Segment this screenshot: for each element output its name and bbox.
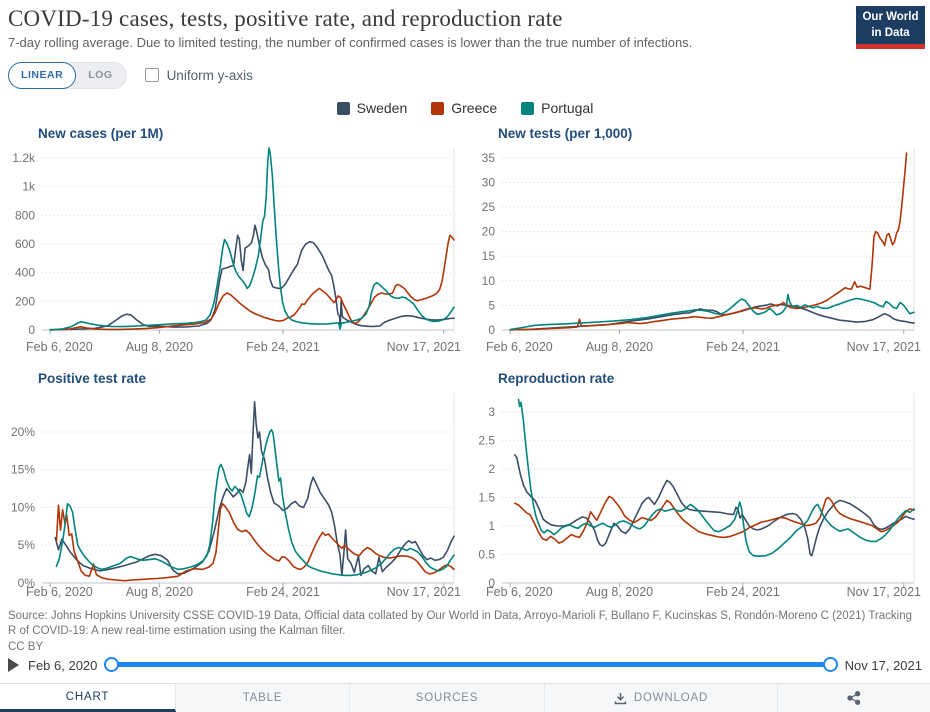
svg-text:20%: 20% [11,425,35,439]
timeline-end-handle[interactable] [822,657,838,672]
chart-title-new-cases: New cases (per 1M) [38,126,164,141]
svg-text:200: 200 [15,294,35,308]
page-title: COVID-19 cases, tests, positive rate, an… [8,6,563,31]
owid-logo[interactable]: Our World in Data [856,6,925,50]
tab-table[interactable]: TABLE [176,684,350,712]
svg-text:20: 20 [482,225,496,239]
legend-swatch-portugal [521,101,535,115]
timeline-track[interactable] [111,662,831,667]
svg-text:Feb 6, 2020: Feb 6, 2020 [486,340,553,354]
svg-text:Feb 6, 2020: Feb 6, 2020 [26,340,93,354]
svg-text:Aug 8, 2020: Aug 8, 2020 [126,340,193,354]
tab-sources[interactable]: SOURCES [350,684,545,712]
svg-text:5%: 5% [18,538,36,552]
svg-text:10: 10 [482,274,496,288]
panel-positive-rate: Positive test rate 0% 5% 10% 15% 20% Feb 6, 2… [6,371,464,603]
timeline: Feb 6, 2020 Nov 17, 2021 [8,651,922,679]
timeline-slider[interactable] [104,657,838,673]
svg-text:35: 35 [482,151,496,165]
legend-item-greece[interactable]: Greece [431,100,497,116]
uniform-y-axis-checkbox[interactable] [144,68,159,82]
tab-chart[interactable]: CHART [0,684,176,712]
svg-text:10%: 10% [11,501,35,515]
panel-new-cases: New cases (per 1M) 0 200 400 600 800 1k 1.2k Fe… [6,126,464,358]
uniform-y-axis-toggle[interactable]: Uniform y-axis [144,67,253,83]
chart-title-new-tests: New tests (per 1,000) [498,126,633,141]
linear-button[interactable]: LINEAR [8,61,77,89]
timeline-end-label: Nov 17, 2021 [844,657,922,673]
page-subtitle: 7-day rolling average. Due to limited te… [8,35,693,50]
svg-text:15: 15 [482,249,496,263]
svg-text:1k: 1k [22,180,36,194]
svg-text:1: 1 [488,519,495,533]
svg-text:2.5: 2.5 [478,434,495,448]
download-icon [614,692,627,704]
log-button[interactable]: LOG [75,63,125,88]
svg-text:800: 800 [15,208,35,222]
legend-item-sweden[interactable]: Sweden [336,100,408,116]
svg-text:0: 0 [488,323,495,337]
svg-text:3: 3 [488,405,495,419]
source-block: Source: Johns Hopkins University CSSE CO… [8,609,916,655]
new-cases-chart[interactable]: 0 200 400 600 800 1k 1.2k Feb 6, 2020 Aug 8, 202… [6,146,464,358]
svg-text:Feb 6, 2020: Feb 6, 2020 [26,585,93,599]
license-note: CC BY [8,640,44,653]
positive-rate-chart[interactable]: 0% 5% 10% 15% 20% Feb 6, 2020 Aug 8, 2020 Feb 2… [6,391,464,603]
svg-text:15%: 15% [11,463,35,477]
scale-toggle: LINEAR LOG [8,61,127,89]
tab-share[interactable] [778,684,930,712]
legend-item-portugal[interactable]: Portugal [521,100,593,116]
svg-text:Nov 17, 2021: Nov 17, 2021 [387,585,461,599]
legend-label-greece: Greece [451,100,498,116]
svg-text:0: 0 [28,323,35,337]
timeline-start-handle[interactable] [104,657,120,672]
svg-text:Feb 24, 2021: Feb 24, 2021 [706,585,780,599]
svg-text:30: 30 [482,176,496,190]
legend-swatch-sweden [336,101,350,115]
tab-download[interactable]: DOWNLOAD [545,684,778,712]
share-icon [847,691,861,705]
panel-reproduction-rate: Reproduction rate 0 0.5 1 1.5 2 2.5 3 Feb 6, 20… [466,371,924,603]
chart-title-positive-rate: Positive test rate [38,371,147,386]
timeline-start-label: Feb 6, 2020 [28,657,98,673]
scale-controls: LINEAR LOG Uniform y-axis [8,61,253,89]
svg-text:Aug 8, 2020: Aug 8, 2020 [586,340,653,354]
owid-logo-line1: Our World [862,11,919,23]
svg-text:1.5: 1.5 [478,491,495,505]
svg-text:600: 600 [15,237,35,251]
svg-text:2: 2 [488,462,495,476]
svg-text:400: 400 [15,266,35,280]
svg-text:Nov 17, 2021: Nov 17, 2021 [847,585,921,599]
legend-label-sweden: Sweden [356,100,408,116]
chart-title-reproduction-rate: Reproduction rate [498,371,615,386]
svg-text:Aug 8, 2020: Aug 8, 2020 [586,585,653,599]
reproduction-rate-chart[interactable]: 0 0.5 1 1.5 2 2.5 3 Feb 6, 2020 Aug 8, 2020 Feb 2… [466,391,924,603]
uniform-y-axis-label: Uniform y-axis [166,67,253,83]
legend: Sweden Greece Portugal [0,100,930,116]
svg-text:0.5: 0.5 [478,548,495,562]
owid-logo-line2: in Data [871,26,910,39]
svg-text:Nov 17, 2021: Nov 17, 2021 [847,340,921,354]
svg-text:Feb 6, 2020: Feb 6, 2020 [486,585,553,599]
new-tests-chart[interactable]: 0 5 10 15 20 25 30 35 Feb 6, 2020 Aug 8, 2020 Feb … [466,146,924,358]
svg-text:25: 25 [482,200,496,214]
svg-text:1.2k: 1.2k [12,151,36,165]
svg-text:Nov 17, 2021: Nov 17, 2021 [387,340,461,354]
svg-text:0%: 0% [18,576,36,590]
svg-text:Aug 8, 2020: Aug 8, 2020 [126,585,193,599]
svg-text:Feb 24, 2021: Feb 24, 2021 [246,585,320,599]
source-note: Source: Johns Hopkins University CSSE CO… [8,610,912,638]
svg-text:5: 5 [488,298,495,312]
play-icon[interactable] [8,658,19,672]
footer-tabs: CHART TABLE SOURCES DOWNLOAD [0,683,930,712]
svg-text:Feb 24, 2021: Feb 24, 2021 [246,340,320,354]
panel-new-tests: New tests (per 1,000) 0 5 10 15 20 25 30 35 Feb … [466,126,924,358]
svg-text:0: 0 [488,576,495,590]
legend-label-portugal: Portugal [541,100,594,116]
svg-text:Feb 24, 2021: Feb 24, 2021 [706,340,780,354]
legend-swatch-greece [431,101,445,115]
